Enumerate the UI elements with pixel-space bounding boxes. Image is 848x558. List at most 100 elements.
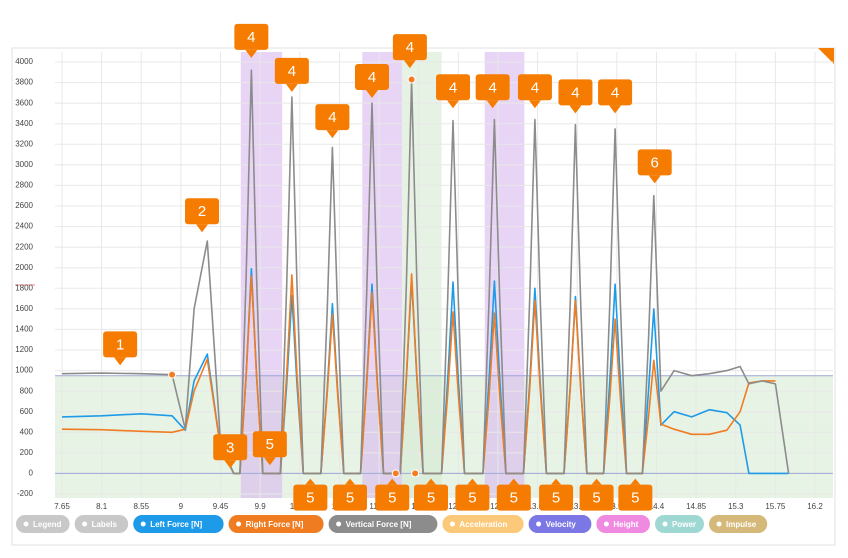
callout-label: 5 — [552, 490, 560, 507]
callout-box — [539, 484, 574, 511]
legend-button[interactable]: Legend — [16, 515, 70, 533]
legend-eye — [536, 521, 542, 527]
callout-pointer — [630, 478, 641, 485]
callout-box — [252, 431, 287, 458]
callout-label: 5 — [388, 490, 396, 507]
callout-label: 4 — [531, 79, 539, 96]
callout-box — [475, 74, 510, 101]
callout-pointer — [366, 90, 379, 98]
callout-box — [517, 74, 552, 101]
x-tick-label: 13.95 — [607, 502, 628, 511]
callout-pointer — [224, 460, 237, 469]
callout-box — [293, 484, 328, 511]
callout-box — [185, 198, 220, 225]
callout-pointer — [245, 49, 258, 58]
legend-text: Height — [613, 520, 638, 529]
y-tick-label: 3400 — [15, 119, 33, 128]
callout: 5 — [332, 478, 367, 511]
y-tick-label: 600 — [20, 407, 34, 416]
callout-pointer — [486, 100, 499, 109]
callout: 4 — [475, 74, 510, 109]
y-tick-label: 3200 — [15, 139, 33, 148]
x-tick-label: 13.5 — [569, 502, 585, 511]
callout-box — [496, 484, 531, 511]
callout-pointer — [609, 105, 622, 114]
y-tick-label: 1200 — [15, 345, 33, 354]
label-point — [411, 469, 420, 478]
callout-label: 4 — [488, 79, 496, 96]
x-tick-label: 9.9 — [255, 502, 267, 511]
callout-box — [598, 79, 633, 106]
legend-eye — [716, 521, 722, 527]
callout: 5 — [618, 478, 653, 511]
callout-label: 5 — [346, 490, 354, 507]
callout-label: 4 — [449, 79, 457, 96]
callout-pointer — [528, 100, 541, 109]
callout-label: 6 — [651, 154, 659, 171]
callout: 4 — [558, 79, 593, 114]
callout-box — [332, 484, 367, 511]
y-tick-label: 1600 — [15, 304, 33, 313]
callout-box — [274, 57, 309, 84]
legend-button[interactable]: Velocity — [528, 515, 592, 533]
callout-label: 3 — [226, 439, 234, 456]
legend-button[interactable]: Height — [596, 515, 650, 533]
x-tick-label: 14.4 — [649, 502, 665, 511]
callout-pointer — [196, 224, 209, 233]
x-tick-label: 13.05 — [528, 502, 549, 511]
callout-label: 4 — [328, 109, 336, 126]
legend-text: Labels — [92, 520, 118, 529]
legend-pill — [328, 515, 438, 533]
callout-label: 5 — [266, 436, 274, 453]
callout-pointer — [508, 478, 519, 485]
legend-pill — [596, 515, 650, 533]
legend-pill — [709, 515, 768, 533]
x-tick-label: 15.3 — [728, 502, 744, 511]
callout-box — [455, 484, 490, 511]
y-tick-label: 4000 — [15, 57, 33, 66]
legend-pill — [133, 515, 224, 533]
legend-eye — [449, 521, 455, 527]
x-tick-label: 8.1 — [96, 502, 108, 511]
legend-button[interactable]: Vertical Force [N] — [328, 515, 438, 533]
legend-button[interactable]: Acceleration — [442, 515, 524, 533]
callout: 1 — [103, 331, 138, 366]
legend-pill — [16, 515, 70, 533]
callout-pointer — [648, 175, 661, 184]
legend-button[interactable]: Right Force [N] — [228, 515, 324, 533]
x-tick-label: 15.75 — [765, 502, 786, 511]
callout-label: 4 — [611, 84, 619, 101]
legend-button[interactable]: Labels — [74, 515, 129, 533]
legend-pill — [528, 515, 592, 533]
y-tick-label: 800 — [20, 386, 34, 395]
callout: 4 — [517, 74, 552, 109]
callout: 4 — [274, 57, 309, 92]
callout-box — [414, 484, 449, 511]
y-tick-label: 2200 — [15, 242, 33, 251]
legend-eye — [662, 521, 668, 527]
callout-box — [234, 23, 269, 50]
callout-pointer — [426, 478, 437, 485]
x-tick-label: 7.65 — [54, 502, 70, 511]
callout-label: 5 — [427, 490, 435, 507]
callout-pointer — [591, 478, 602, 485]
y-tick-label: 2400 — [15, 222, 33, 231]
legend-button[interactable]: Impulse — [709, 515, 768, 533]
legend-text: Power — [672, 520, 696, 529]
callout-box — [392, 34, 427, 61]
y-tick-label: 400 — [20, 427, 34, 436]
legend-eye — [603, 521, 609, 527]
series-line — [61, 69, 790, 475]
legend-pill — [655, 515, 704, 533]
callout: 6 — [637, 149, 672, 184]
callout-label: 5 — [510, 490, 518, 507]
x-tick-label: 16.2 — [807, 502, 823, 511]
legend-pill — [74, 515, 129, 533]
legend-button[interactable]: Power — [655, 515, 704, 533]
callout-box — [355, 64, 390, 90]
legend-pill — [228, 515, 324, 533]
y-tick-label: 1400 — [15, 325, 33, 334]
legend-button[interactable]: Left Force [N] — [133, 515, 224, 533]
x-tick-label: 9.45 — [213, 502, 229, 511]
